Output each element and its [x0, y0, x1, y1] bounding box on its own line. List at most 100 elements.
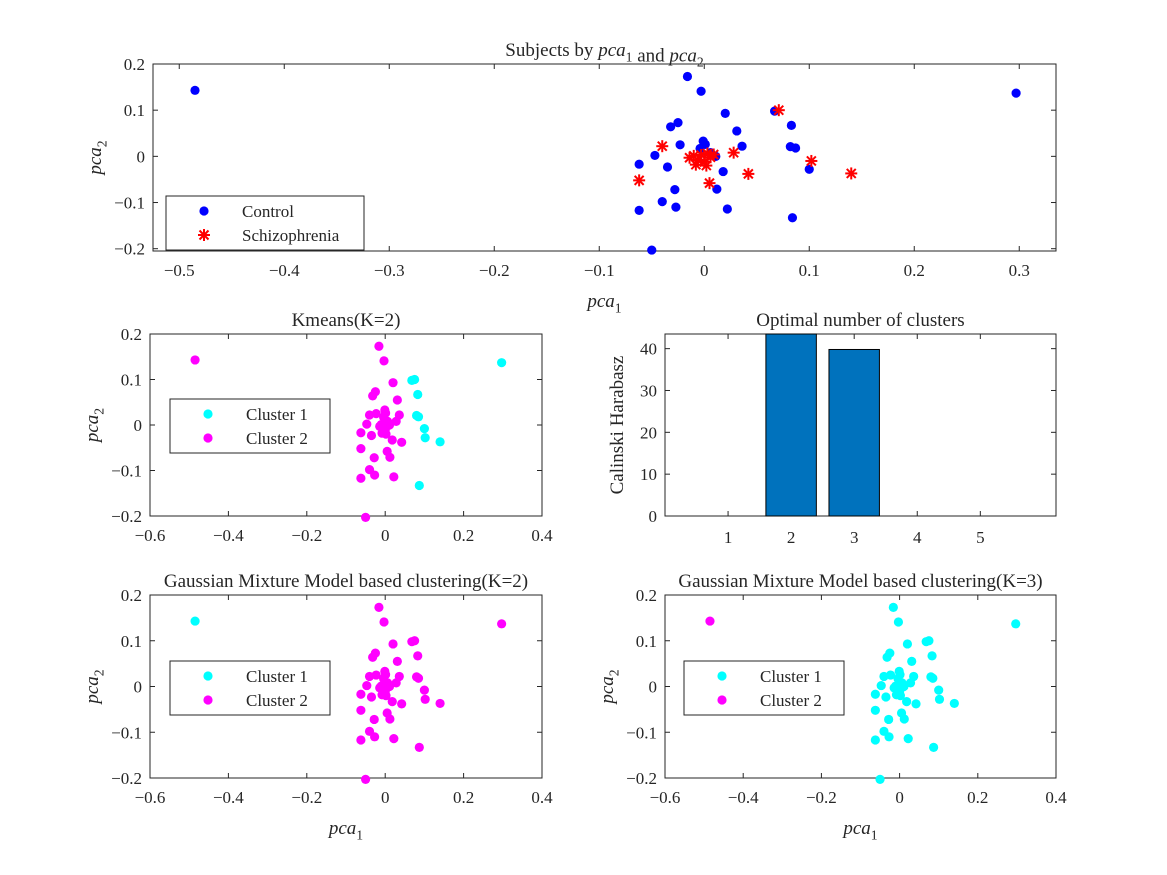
- x-tick-label: 0.2: [967, 788, 988, 807]
- point-cluster-2: [392, 395, 402, 405]
- chart-title: Optimal number of clusters: [756, 310, 964, 331]
- point-schizophrenia: [805, 154, 818, 167]
- legend-marker: [203, 409, 213, 419]
- y-axis-label: pca2: [85, 140, 109, 176]
- point-cluster-2: [391, 678, 401, 688]
- legend-marker: [203, 433, 213, 443]
- point-control: [634, 205, 644, 215]
- point-cluster-2: [190, 355, 200, 365]
- x-tick-label: −0.4: [728, 788, 759, 807]
- point-control: [662, 162, 673, 172]
- point-control: [786, 120, 797, 131]
- axes-gmm3: Gaussian Mixture Model based clustering(…: [597, 571, 1067, 842]
- asterisk-stroke: [773, 104, 785, 116]
- point-cluster-2: [374, 341, 384, 351]
- point-control: [804, 164, 814, 174]
- legend-label: Cluster 1: [760, 667, 822, 686]
- y-tick-label: 30: [640, 381, 657, 400]
- point-cluster-2: [381, 691, 391, 701]
- y-tick-label: 0.1: [124, 101, 145, 120]
- legend-marker: [199, 206, 209, 216]
- y-tick-label: −0.1: [626, 723, 657, 742]
- x-tick-label: −0.6: [135, 788, 166, 807]
- point-cluster-2: [384, 418, 394, 428]
- bar-3: [828, 348, 880, 517]
- point-cluster-2: [356, 444, 366, 454]
- point-cluster-2: [374, 602, 384, 612]
- point-cluster-2: [413, 651, 423, 661]
- y-tick-label: 40: [640, 340, 657, 359]
- point-cluster-1: [903, 734, 913, 744]
- asterisk-stroke: [198, 229, 210, 241]
- chart-title: Kmeans(K=2): [292, 310, 401, 331]
- x-tick-label: −0.4: [269, 261, 300, 280]
- point-control: [1011, 88, 1021, 98]
- point-schizophrenia: [703, 177, 716, 190]
- x-tick-label: 2: [787, 528, 796, 547]
- point-cluster-2: [420, 694, 430, 704]
- point-control: [787, 213, 798, 223]
- x-tick-label: 0: [381, 526, 390, 545]
- point-cluster-2: [356, 735, 366, 745]
- point-control: [718, 166, 728, 177]
- point-cluster-2: [397, 437, 407, 447]
- legend-box: [165, 195, 365, 251]
- point-cluster-1: [884, 714, 894, 725]
- point-cluster-1: [896, 708, 907, 718]
- point-cluster-1: [881, 692, 891, 702]
- x-tick-label: 0.3: [1009, 261, 1030, 280]
- point-cluster-2: [497, 619, 507, 629]
- x-tick-label: 1: [724, 528, 733, 547]
- x-tick-label: 3: [850, 528, 859, 547]
- point-cluster-2: [410, 636, 420, 646]
- axes-top: Subjects by pca1 and pca2 −0.2 −0.1 0 0.1 0.2…: [85, 40, 1057, 315]
- point-cluster-1: [875, 774, 885, 784]
- y-axis-label: pca2: [82, 408, 106, 444]
- point-cluster-2: [366, 692, 377, 702]
- y-tick-label: −0.1: [111, 723, 142, 742]
- point-control: [673, 118, 683, 128]
- asterisk-stroke: [728, 147, 739, 158]
- x-tick-label: 0.1: [799, 261, 820, 280]
- x-tick-label: −0.5: [164, 261, 195, 280]
- x-tick-label: −0.4: [213, 788, 244, 807]
- point-cluster-2: [356, 705, 366, 715]
- point-cluster-2: [356, 428, 366, 438]
- x-tick-label: 0: [895, 788, 904, 807]
- point-cluster-1: [911, 699, 921, 709]
- point-schizophrenia: [700, 159, 713, 172]
- point-cluster-2: [389, 472, 399, 482]
- point-cluster-2: [382, 708, 392, 718]
- bar-2: [765, 333, 817, 517]
- y-tick-label: −0.2: [114, 240, 145, 259]
- point-cluster-1: [435, 437, 445, 447]
- y-tick-label: 0: [134, 416, 143, 435]
- point-control: [696, 86, 706, 96]
- legend-box: [169, 660, 331, 716]
- point-control: [634, 159, 644, 169]
- x-tick-label: −0.4: [213, 526, 244, 545]
- asterisk-stroke: [657, 140, 668, 152]
- legend-label: Cluster 1: [246, 405, 308, 424]
- point-cluster-1: [419, 424, 429, 434]
- point-cluster-2: [362, 680, 372, 691]
- point-cluster-1: [934, 694, 945, 704]
- point-cluster-1: [949, 698, 959, 709]
- x-tick-label: −0.2: [479, 261, 510, 280]
- point-cluster-2: [379, 617, 389, 627]
- point-cluster-2: [705, 616, 715, 626]
- point-control: [720, 108, 730, 119]
- asterisk-stroke: [695, 149, 707, 161]
- legend-label: Cluster 2: [246, 429, 308, 448]
- y-tick-label: 0: [137, 147, 146, 166]
- legend-marker: [717, 695, 727, 705]
- legend-marker: [203, 695, 213, 705]
- point-cluster-2: [356, 473, 366, 483]
- axes-optimal: Optimal number of clusters 0 10 20 30 40 1 2 3 4 5…: [607, 310, 1057, 547]
- point-cluster-2: [369, 714, 379, 725]
- point-cluster-1: [927, 651, 937, 661]
- point-cluster-1: [928, 673, 938, 683]
- y-tick-label: 0: [134, 678, 143, 697]
- point-schizophrenia: [689, 158, 702, 171]
- x-axis-label: pca1: [327, 818, 363, 842]
